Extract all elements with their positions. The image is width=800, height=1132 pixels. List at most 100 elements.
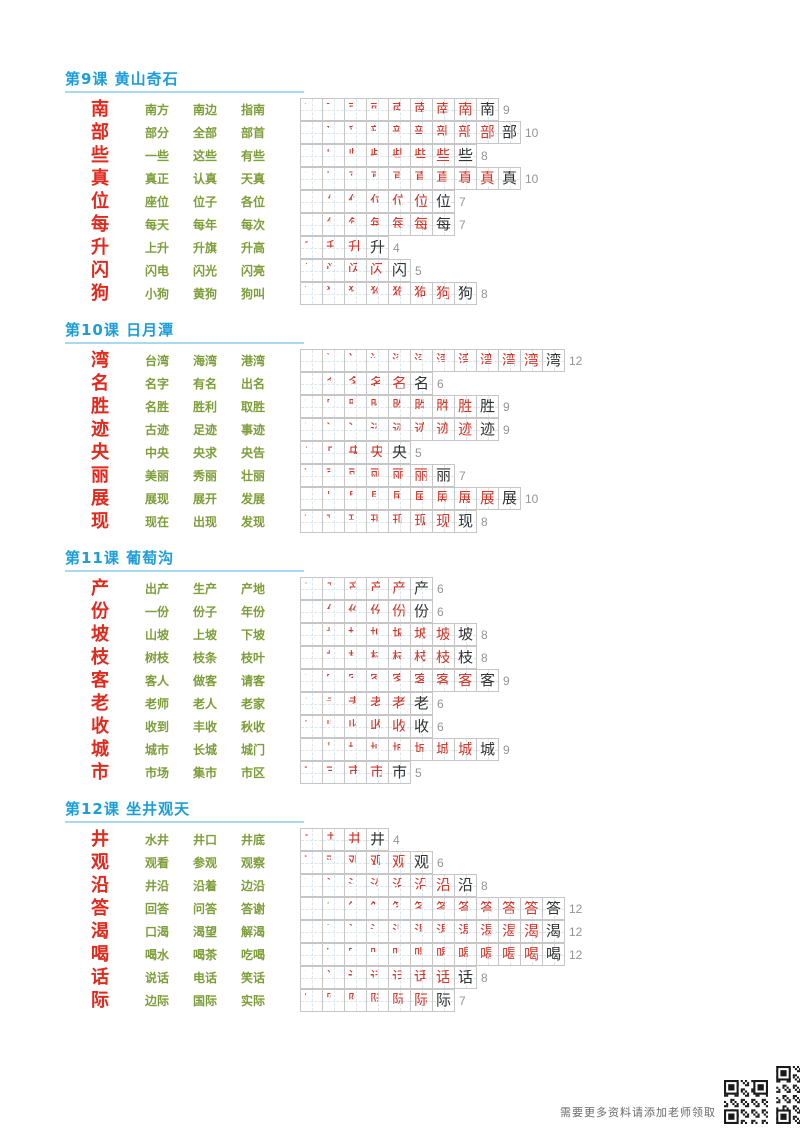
row-word: 实际 xyxy=(241,994,266,1008)
section-title: 第12课 坐井观天 xyxy=(65,798,304,823)
stroke-cell: 部 xyxy=(454,121,477,144)
stroke-cell: 答 xyxy=(432,897,455,920)
stroke-cell: 湾 xyxy=(388,349,411,372)
stroke-cell: 渴 xyxy=(366,920,389,943)
stroke-cell: 湾 xyxy=(300,349,323,372)
stroke-cell: 产 xyxy=(300,577,323,600)
stroke-grid: 观观观观观观 xyxy=(300,851,433,874)
stroke-cell: 收 xyxy=(388,715,411,738)
stroke-cell: 际 xyxy=(366,989,389,1012)
row-character: 收 xyxy=(91,716,109,737)
row-word: 真正 xyxy=(145,172,170,186)
row-word: 出现 xyxy=(193,515,218,529)
stroke-cell: 老 xyxy=(388,692,411,715)
stroke-count: 8 xyxy=(481,650,488,665)
stroke-cell: 话 xyxy=(366,966,389,989)
stroke-count: 7 xyxy=(459,194,466,209)
stroke-count: 12 xyxy=(569,924,583,939)
stroke-cell: 沿 xyxy=(454,874,477,897)
stroke-cell: 闪 xyxy=(344,259,367,282)
stroke-cell: 丽 xyxy=(410,464,433,487)
stroke-cell: 每 xyxy=(322,213,345,236)
row-word: 位子 xyxy=(193,195,218,209)
stroke-cell: 话 xyxy=(344,966,367,989)
stroke-cell: 展 xyxy=(498,487,521,510)
stroke-cell: 收 xyxy=(410,715,433,738)
stroke-cell: 现 xyxy=(388,510,411,533)
character-row: 升 上升 升旗 升高 升升升升 4 xyxy=(65,236,800,259)
stroke-grid: 真真真真真真真真真真 xyxy=(300,167,521,190)
row-character: 井 xyxy=(91,829,109,850)
stroke-cell: 客 xyxy=(476,669,499,692)
row-word: 吃喝 xyxy=(241,948,266,962)
row-word: 老人 xyxy=(193,697,218,711)
stroke-cell: 丽 xyxy=(300,464,323,487)
stroke-cell: 些 xyxy=(410,144,433,167)
stroke-cell: 闪 xyxy=(388,259,411,282)
stroke-cell: 答 xyxy=(542,897,565,920)
row-word: 井底 xyxy=(241,833,266,847)
row-word: 发现 xyxy=(241,515,266,529)
row-character: 狗 xyxy=(91,283,109,304)
stroke-cell: 枝 xyxy=(432,646,455,669)
stroke-cell: 坡 xyxy=(410,623,433,646)
stroke-count: 8 xyxy=(481,514,488,529)
character-row: 收 收到 丰收 秋收 收收收收收收 6 xyxy=(65,715,800,738)
stroke-cell: 产 xyxy=(410,577,433,600)
stroke-count: 12 xyxy=(569,947,583,962)
stroke-cell: 喝 xyxy=(300,943,323,966)
stroke-cell: 部 xyxy=(344,121,367,144)
stroke-count: 6 xyxy=(437,696,444,711)
row-word: 指南 xyxy=(241,103,266,117)
stroke-cell: 市 xyxy=(366,761,389,784)
row-word: 全部 xyxy=(193,126,218,140)
stroke-cell: 老 xyxy=(410,692,433,715)
stroke-cell: 位 xyxy=(432,190,455,213)
stroke-cell: 升 xyxy=(344,236,367,259)
character-row: 名 名字 有名 出名 名名名名名名 6 xyxy=(65,372,800,395)
stroke-cell: 每 xyxy=(366,213,389,236)
stroke-count: 7 xyxy=(459,468,466,483)
stroke-cell: 渴 xyxy=(454,920,477,943)
row-word: 闪电 xyxy=(145,264,170,278)
stroke-cell: 城 xyxy=(344,738,367,761)
stroke-grid: 老老老老老老 xyxy=(300,692,433,715)
character-row: 份 一份 份子 年份 份份份份份份 6 xyxy=(65,600,800,623)
stroke-grid: 些些些些些些些些 xyxy=(300,144,477,167)
stroke-grid: 收收收收收收 xyxy=(300,715,433,738)
character-row: 渴 口渴 渴望 解渴 渴渴渴渴渴渴渴渴渴渴渴渴 12 xyxy=(65,920,800,943)
row-word: 台湾 xyxy=(145,354,170,368)
stroke-cell: 坡 xyxy=(366,623,389,646)
stroke-cell: 产 xyxy=(388,577,411,600)
character-row: 位 座位 位子 各位 位位位位位位位 7 xyxy=(65,190,800,213)
stroke-grid: 南南南南南南南南南 xyxy=(300,98,499,121)
stroke-cell: 现 xyxy=(410,510,433,533)
stroke-count: 6 xyxy=(437,581,444,596)
character-row: 产 出产 生产 产地 产产产产产产 6 xyxy=(65,577,800,600)
stroke-grid: 迹迹迹迹迹迹迹迹迹 xyxy=(300,418,499,441)
stroke-count: 10 xyxy=(525,125,539,140)
stroke-count: 6 xyxy=(437,719,444,734)
row-word: 观看 xyxy=(145,856,170,870)
stroke-cell: 观 xyxy=(366,851,389,874)
row-character: 湾 xyxy=(91,350,109,371)
stroke-cell: 枝 xyxy=(454,646,477,669)
row-word: 每次 xyxy=(241,218,266,232)
row-word: 下坡 xyxy=(241,628,266,642)
stroke-cell: 枝 xyxy=(300,646,323,669)
stroke-count: 12 xyxy=(569,901,583,916)
stroke-cell: 真 xyxy=(344,167,367,190)
stroke-cell: 丽 xyxy=(344,464,367,487)
stroke-cell: 份 xyxy=(322,600,345,623)
row-word: 名字 xyxy=(145,377,170,391)
row-character: 际 xyxy=(91,990,109,1011)
stroke-cell: 沿 xyxy=(410,874,433,897)
row-word: 一份 xyxy=(145,605,170,619)
stroke-cell: 狗 xyxy=(454,282,477,305)
stroke-cell: 湾 xyxy=(322,349,345,372)
character-row: 枝 树枝 枝条 枝叶 枝枝枝枝枝枝枝枝 8 xyxy=(65,646,800,669)
stroke-cell: 迹 xyxy=(322,418,345,441)
stroke-count: 4 xyxy=(393,832,400,847)
lesson-section: 第11课 葡萄沟 产 出产 生产 产地 产产产产产产 6 份 一份 份子 年份 … xyxy=(65,547,800,784)
character-row: 迹 古迹 足迹 事迹 迹迹迹迹迹迹迹迹迹 9 xyxy=(65,418,800,441)
